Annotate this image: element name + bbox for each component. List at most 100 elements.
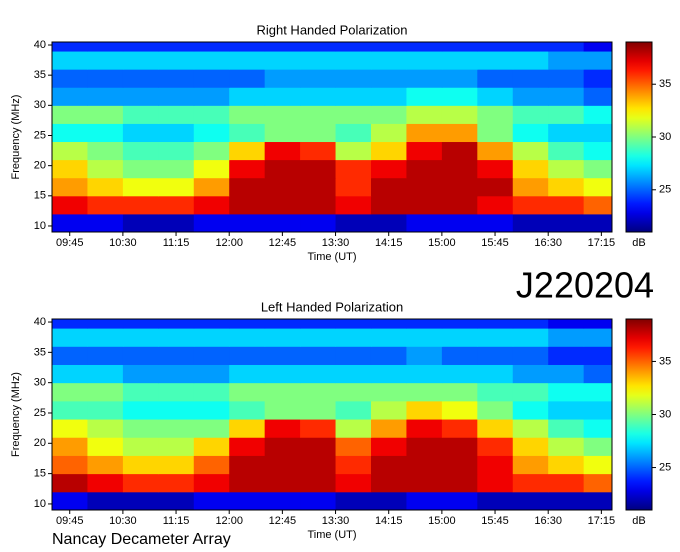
heat-cell [52, 159, 88, 179]
heat-cell [87, 195, 124, 215]
heat-cell [406, 213, 443, 233]
heat-cell [122, 437, 159, 456]
heat-cell [264, 213, 301, 233]
heat-cell [122, 455, 159, 475]
heat-cell [158, 141, 195, 161]
heat-cell [158, 42, 195, 52]
heat-cell [548, 159, 585, 179]
heat-cell [193, 177, 230, 197]
y-tick-label: 35 [34, 346, 46, 358]
heat-cell [264, 400, 301, 420]
heat-cell [548, 87, 585, 106]
heat-cell [406, 51, 443, 70]
heat-cell [193, 42, 230, 52]
heat-cell [264, 346, 301, 365]
heat-cell [370, 87, 407, 106]
heat-cell [406, 491, 443, 511]
heat-cell [583, 364, 613, 384]
heat-cell [335, 419, 372, 438]
heat-cell [87, 105, 124, 124]
heat-cell [406, 87, 443, 106]
heat-cell [158, 419, 195, 438]
heat-cell [548, 51, 585, 70]
heat-cell [441, 400, 478, 420]
heat-cell [477, 159, 514, 179]
heat-cell [87, 159, 124, 179]
heat-cell [122, 42, 159, 52]
y-tick-label: 10 [34, 498, 46, 510]
heat-cell [441, 419, 478, 438]
y-tick-label: 15 [34, 190, 46, 202]
heat-cell [193, 123, 230, 143]
heat-cell [122, 141, 159, 161]
heat-cell [512, 328, 549, 347]
heat-cell [548, 364, 585, 384]
heat-cell [122, 364, 159, 384]
heat-cell [122, 213, 159, 233]
heat-cell [87, 319, 124, 329]
heat-cell [512, 437, 549, 456]
heat-cell [122, 177, 159, 197]
heat-cell [193, 364, 230, 384]
heat-cell [583, 319, 613, 329]
y-tick-label: 40 [34, 39, 46, 51]
heat-cell [583, 213, 613, 233]
heat-cell [158, 69, 195, 88]
heat-cell [477, 473, 514, 493]
heat-cell [335, 159, 372, 179]
y-axis-label: Frequency (MHz) [10, 372, 22, 457]
heat-cell [229, 87, 266, 106]
x-tick-label: 13:30 [322, 515, 350, 527]
heat-cell [548, 437, 585, 456]
heat-cell [512, 105, 549, 124]
heat-cell [193, 455, 230, 475]
heat-cell [512, 491, 549, 511]
heat-cell [193, 473, 230, 493]
heat-cell [548, 213, 585, 233]
heat-cell [122, 195, 159, 215]
heat-cell [264, 177, 301, 197]
heat-cell [512, 473, 549, 493]
heat-cell [406, 437, 443, 456]
y-tick-label: 30 [34, 99, 46, 111]
heat-cell [548, 42, 585, 52]
heat-cell [477, 51, 514, 70]
heat-cell [406, 328, 443, 347]
heat-cell [441, 491, 478, 511]
heat-cell [87, 141, 124, 161]
heat-cell [477, 419, 514, 438]
heat-cell [87, 491, 124, 511]
heat-cell [406, 123, 443, 143]
x-tick-label: 17:15 [588, 515, 616, 527]
heat-cell [193, 319, 230, 329]
plot-frame [51, 318, 613, 511]
heat-cell [52, 69, 88, 88]
x-tick-label: 16:30 [534, 237, 562, 249]
colorbar-label: dB [632, 515, 645, 527]
heat-cell [548, 382, 585, 402]
heatmap [52, 319, 613, 511]
x-tick-label: 12:00 [215, 237, 243, 249]
heat-cell [87, 51, 124, 70]
heat-cell [335, 87, 372, 106]
heat-cell [87, 400, 124, 420]
x-tick-label: 15:45 [481, 515, 509, 527]
heat-cell [229, 69, 266, 88]
heat-cell [193, 87, 230, 106]
heat-cell [512, 213, 549, 233]
heat-cell [441, 364, 478, 384]
heat-cell [193, 491, 230, 511]
heat-cell [122, 400, 159, 420]
heat-cell [583, 382, 613, 402]
heat-cell [441, 473, 478, 493]
heat-cell [477, 123, 514, 143]
heat-cell [477, 328, 514, 347]
heat-cell [158, 213, 195, 233]
heat-cell [370, 437, 407, 456]
heat-cell [583, 400, 613, 420]
heat-cell [300, 328, 337, 347]
heat-cell [158, 177, 195, 197]
heat-cell [548, 346, 585, 365]
heat-cell [229, 42, 266, 52]
